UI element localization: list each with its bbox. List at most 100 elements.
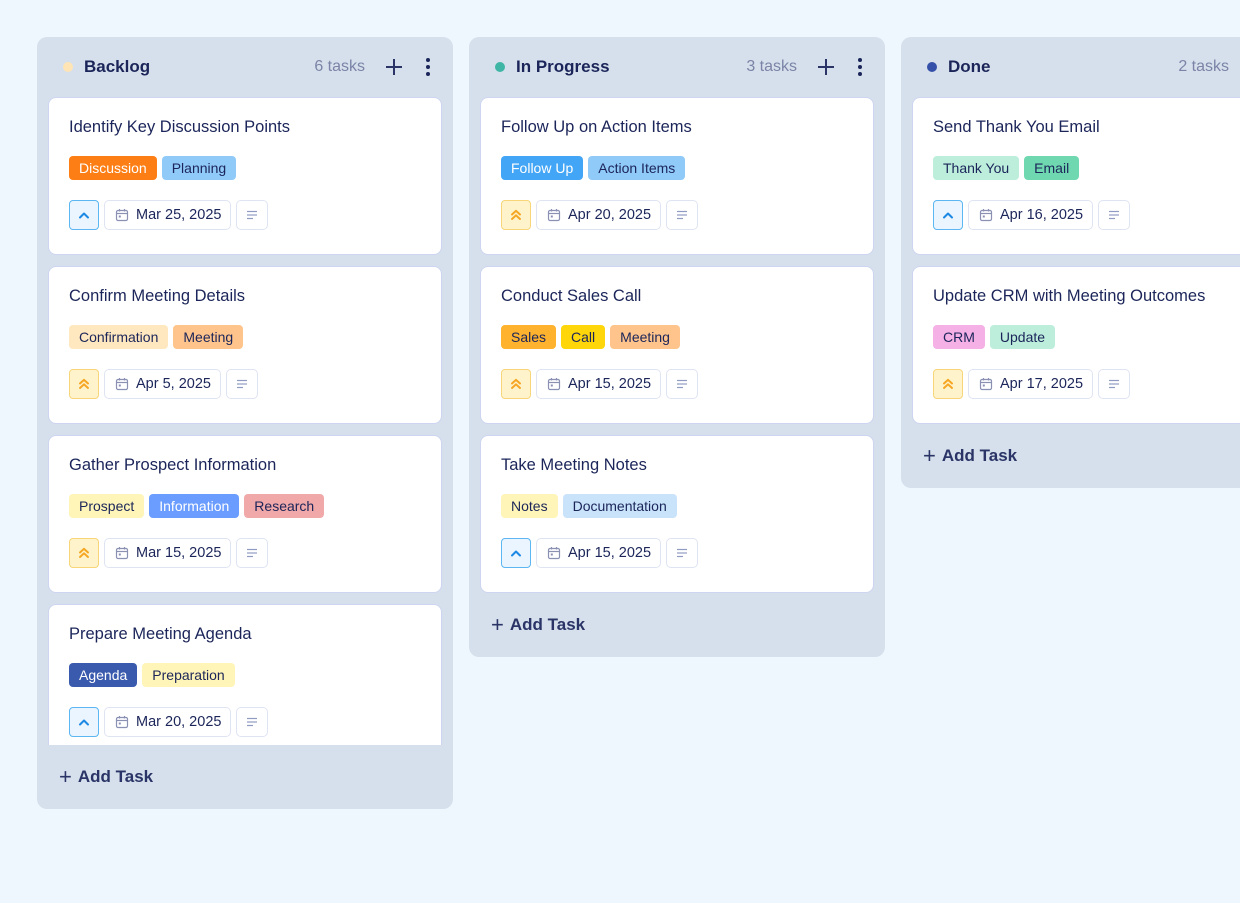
double-chevron-up-icon — [943, 378, 953, 389]
priority-high-button[interactable] — [501, 369, 531, 399]
plus-icon: + — [59, 764, 72, 789]
task-card[interactable]: Confirm Meeting Details Confirmation Meet… — [48, 266, 442, 424]
tag-list: CRM Update — [933, 325, 1240, 349]
due-date-button[interactable]: Apr 15, 2025 — [536, 538, 662, 568]
column-header: Backlog 6 tasks — [37, 37, 453, 97]
description-lines-icon — [677, 210, 688, 220]
task-title: Conduct Sales Call — [501, 287, 642, 305]
tag-badge: Information — [149, 494, 240, 518]
tag-badge: Agenda — [69, 663, 138, 687]
description-button[interactable] — [236, 538, 269, 568]
chevron-up-icon — [79, 719, 89, 726]
priority-high-button[interactable] — [69, 369, 99, 399]
description-button[interactable] — [1098, 200, 1131, 230]
kanban-board: Backlog 6 tasks Identify Key Discussion … — [37, 37, 1240, 809]
description-button[interactable] — [225, 369, 258, 399]
due-date-button[interactable]: Mar 25, 2025 — [104, 200, 232, 230]
chevron-up-icon — [943, 212, 953, 219]
column-backlog: Backlog 6 tasks Identify Key Discussion … — [37, 37, 453, 809]
task-meta: Apr 16, 2025 — [933, 200, 1240, 230]
card-list[interactable]: Send Thank You Email Thank You Email Apr … — [901, 97, 1240, 424]
description-button[interactable] — [1098, 369, 1131, 399]
task-title: Identify Key Discussion Points — [69, 118, 291, 136]
task-card[interactable]: Update CRM with Meeting Outcomes CRM Upda… — [912, 266, 1240, 424]
task-meta: Apr 17, 2025 — [933, 369, 1240, 399]
description-lines-icon — [247, 548, 258, 558]
task-meta: Mar 25, 2025 — [69, 200, 421, 230]
due-date-button[interactable]: Apr 17, 2025 — [968, 369, 1094, 399]
tag-list: Confirmation Meeting — [69, 325, 421, 349]
plus-icon: + — [923, 443, 936, 468]
tag-list: Notes Documentation — [501, 494, 853, 518]
description-button[interactable] — [236, 707, 269, 737]
tag-badge: Email — [1024, 156, 1080, 180]
task-title: Follow Up on Action Items — [501, 118, 692, 136]
priority-medium-button[interactable] — [69, 707, 99, 737]
add-task-plus-icon[interactable] — [817, 58, 835, 76]
tag-badge: Prospect — [69, 494, 145, 518]
due-date-button[interactable]: Mar 15, 2025 — [104, 538, 232, 568]
due-date-button[interactable]: Mar 20, 2025 — [104, 707, 232, 737]
double-chevron-up-icon — [79, 547, 89, 558]
calendar-icon — [115, 716, 129, 729]
due-date-text: Mar 20, 2025 — [136, 714, 222, 730]
description-button[interactable] — [666, 200, 699, 230]
task-meta: Apr 15, 2025 — [501, 538, 853, 568]
task-title: Gather Prospect Information — [69, 456, 277, 474]
task-title: Send Thank You Email — [933, 118, 1100, 136]
due-date-button[interactable]: Apr 5, 2025 — [104, 369, 221, 399]
description-button[interactable] — [236, 200, 269, 230]
task-title: Update CRM with Meeting Outcomes — [933, 287, 1206, 305]
add-task-label: Add Task — [77, 767, 154, 786]
due-date-button[interactable]: Apr 16, 2025 — [968, 200, 1094, 230]
add-task-label: Add Task — [941, 446, 1018, 465]
priority-high-button[interactable] — [501, 200, 531, 230]
task-card[interactable]: Identify Key Discussion Points Discussio… — [48, 97, 442, 255]
due-date-text: Apr 15, 2025 — [568, 545, 652, 561]
tag-badge: CRM — [933, 325, 985, 349]
description-lines-icon — [247, 717, 258, 727]
card-list[interactable]: Follow Up on Action Items Follow Up Actio… — [469, 97, 885, 593]
tag-badge: Notes — [501, 494, 558, 518]
add-task-button[interactable]: + Add Task — [901, 424, 1240, 488]
priority-medium-button[interactable] — [501, 538, 531, 568]
card-list[interactable]: Identify Key Discussion Points Discussio… — [37, 97, 453, 745]
chevron-up-icon — [79, 212, 89, 219]
description-lines-icon — [1109, 379, 1120, 389]
add-task-plus-icon[interactable] — [385, 58, 403, 76]
task-card[interactable]: Conduct Sales Call Sales Call Meeting Apr … — [480, 266, 874, 424]
column-header: In Progress 3 tasks — [469, 37, 885, 97]
due-date-text: Mar 25, 2025 — [136, 207, 222, 223]
task-meta: Mar 15, 2025 — [69, 538, 421, 568]
priority-high-button[interactable] — [69, 538, 99, 568]
add-task-button[interactable]: + Add Task — [37, 745, 453, 809]
tag-badge: Research — [244, 494, 325, 518]
tag-list: Thank You Email — [933, 156, 1240, 180]
add-task-button[interactable]: + Add Task — [469, 593, 885, 657]
tag-badge: Sales — [501, 325, 557, 349]
priority-medium-button[interactable] — [933, 200, 963, 230]
due-date-button[interactable]: Apr 15, 2025 — [536, 369, 662, 399]
priority-medium-button[interactable] — [69, 200, 99, 230]
more-vertical-icon[interactable] — [425, 58, 431, 76]
calendar-icon — [547, 547, 561, 560]
task-card[interactable]: Take Meeting Notes Notes Documentation Ap… — [480, 435, 874, 593]
description-button[interactable] — [666, 369, 699, 399]
task-title: Confirm Meeting Details — [69, 287, 246, 305]
tag-badge: Update — [989, 325, 1056, 349]
tag-list: Sales Call Meeting — [501, 325, 853, 349]
more-vertical-icon[interactable] — [857, 58, 863, 76]
tag-list: Follow Up Action Items — [501, 156, 853, 180]
column-title: In Progress — [516, 57, 610, 76]
due-date-button[interactable]: Apr 20, 2025 — [536, 200, 662, 230]
priority-high-button[interactable] — [933, 369, 963, 399]
task-card[interactable]: Gather Prospect Information Prospect Info… — [48, 435, 442, 593]
column-in-progress: In Progress 3 tasks Follow Up on Action … — [469, 37, 885, 657]
task-card[interactable]: Prepare Meeting Agenda Agenda Preparation… — [48, 604, 442, 745]
double-chevron-up-icon — [511, 378, 521, 389]
column-title: Done — [948, 57, 991, 76]
task-card[interactable]: Send Thank You Email Thank You Email Apr … — [912, 97, 1240, 255]
task-card[interactable]: Follow Up on Action Items Follow Up Actio… — [480, 97, 874, 255]
description-button[interactable] — [666, 538, 699, 568]
description-lines-icon — [677, 548, 688, 558]
